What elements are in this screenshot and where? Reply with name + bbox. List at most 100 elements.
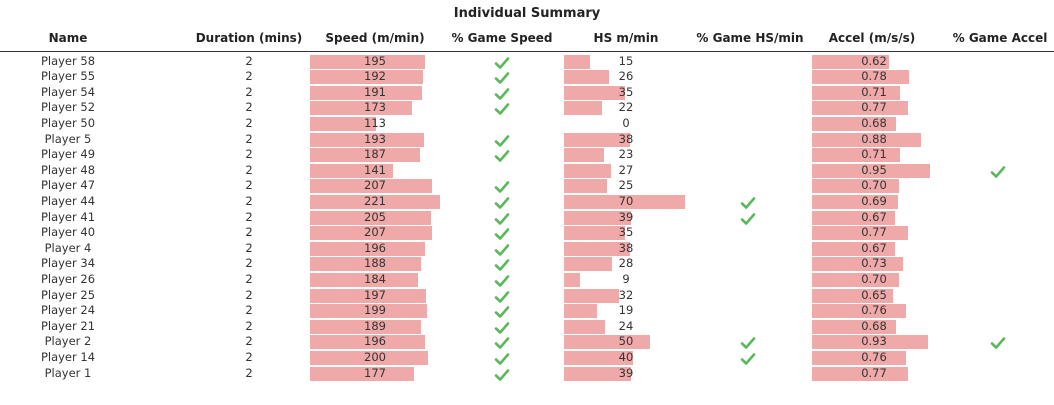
game-speed-check-icon <box>494 179 510 194</box>
player-name: Player 44 <box>40 193 96 208</box>
duration-value: 2 <box>245 69 253 84</box>
speed-bar <box>310 85 423 100</box>
accel-bar <box>812 366 908 381</box>
speed-value: 141 <box>364 162 386 177</box>
hs-bar <box>564 350 634 365</box>
hs-bar <box>564 319 606 334</box>
accel-value: 0.70 <box>861 271 887 286</box>
table-row: Player 55 2 192 26 0.78 <box>0 69 1054 85</box>
duration-value: 2 <box>245 349 253 364</box>
speed-value: 187 <box>364 147 386 162</box>
game-speed-check-icon <box>494 257 510 272</box>
game-hs-check-icon <box>740 335 756 350</box>
hs-value: 35 <box>618 225 634 240</box>
accel-bar <box>812 304 907 319</box>
table-row: Player 48 2 141 27 0.95 <box>0 163 1054 179</box>
accel-bar <box>812 194 898 209</box>
speed-bar <box>310 148 420 163</box>
speed-bar <box>310 116 377 131</box>
hs-bar <box>564 272 580 287</box>
speed-bar <box>310 54 425 69</box>
speed-bar <box>310 210 431 225</box>
hs-value: 70 <box>618 193 634 208</box>
speed-bar <box>310 335 426 350</box>
accel-bar <box>812 319 897 334</box>
speed-value: 191 <box>364 84 386 99</box>
duration-value: 2 <box>245 115 253 130</box>
player-name: Player 21 <box>40 318 96 333</box>
accel-value: 0.77 <box>861 225 887 240</box>
hs-bar <box>564 85 625 100</box>
game-speed-check-icon <box>494 211 510 225</box>
accel-bar <box>812 70 909 85</box>
table-row: Player 41 2 205 39 0.67 <box>0 210 1054 226</box>
accel-bar <box>812 85 901 100</box>
hs-value: 19 <box>618 303 634 318</box>
accel-bar <box>812 148 901 163</box>
duration-value: 2 <box>245 287 253 302</box>
player-name: Player 2 <box>44 334 92 349</box>
table-row: Player 2 2 196 50 0.93 <box>0 334 1054 350</box>
game-speed-check-icon <box>494 335 510 350</box>
hs-value: 40 <box>618 349 634 364</box>
speed-value: 177 <box>364 365 386 380</box>
accel-value: 0.68 <box>861 318 887 333</box>
game-speed-check-icon <box>494 101 510 116</box>
game-hs-check-icon <box>740 211 756 225</box>
table-row: Player 14 2 200 40 0.76 <box>0 350 1054 366</box>
accel-value: 0.67 <box>861 209 887 224</box>
table-row: Player 47 2 207 25 0.70 <box>0 178 1054 194</box>
game-speed-check-icon <box>494 242 510 256</box>
game-accel-check-icon <box>990 335 1006 350</box>
accel-bar <box>812 116 897 131</box>
speed-value: 200 <box>364 349 386 364</box>
speed-bar <box>310 132 424 147</box>
speed-value: 189 <box>364 318 386 333</box>
hs-bar <box>564 241 630 256</box>
header-speed: Speed (m/min) <box>325 31 425 45</box>
player-name: Player 5 <box>44 131 92 146</box>
hs-value: 38 <box>618 240 634 255</box>
table-row: Player 25 2 197 32 0.65 <box>0 288 1054 304</box>
duration-value: 2 <box>245 271 253 286</box>
speed-value: 199 <box>364 303 386 318</box>
speed-value: 196 <box>364 334 386 349</box>
accel-value: 0.95 <box>861 162 887 177</box>
player-name: Player 49 <box>40 147 96 162</box>
table-row: Player 40 2 207 35 0.77 <box>0 225 1054 241</box>
accel-value: 0.88 <box>861 131 887 146</box>
speed-value: 196 <box>364 240 386 255</box>
accel-value: 0.78 <box>861 69 887 84</box>
hs-bar <box>564 257 613 272</box>
duration-value: 2 <box>245 334 253 349</box>
player-name: Player 1 <box>44 365 92 380</box>
game-speed-check-icon <box>494 70 510 84</box>
accel-bar <box>812 179 899 194</box>
table-row: Player 58 2 195 15 0.62 <box>0 54 1054 70</box>
hs-value: 39 <box>618 365 634 380</box>
hs-value: 9 <box>622 271 630 286</box>
header-duration: Duration (mins) <box>195 31 303 45</box>
hs-value: 26 <box>618 69 634 84</box>
player-name: Player 50 <box>40 115 96 130</box>
speed-bar <box>310 226 432 241</box>
player-name: Player 47 <box>40 178 96 193</box>
table-row: Player 5 2 193 38 0.88 <box>0 132 1054 148</box>
speed-value: 193 <box>364 131 386 146</box>
table-row: Player 34 2 188 28 0.73 <box>0 256 1054 272</box>
speed-value: 197 <box>364 287 386 302</box>
table-row: Player 44 2 221 70 0.69 <box>0 194 1054 210</box>
table-row: Player 52 2 173 22 0.77 <box>0 100 1054 116</box>
player-name: Player 14 <box>40 349 96 364</box>
duration-value: 2 <box>245 131 253 146</box>
player-name: Player 4 <box>44 240 92 255</box>
speed-bar <box>310 163 393 178</box>
hs-bar <box>564 194 685 209</box>
game-accel-check-icon <box>990 164 1006 178</box>
speed-value: 188 <box>364 256 386 271</box>
hs-value: 25 <box>618 178 634 193</box>
accel-bar <box>812 210 896 225</box>
game-speed-check-icon <box>494 351 510 365</box>
hs-bar <box>564 148 604 163</box>
accel-value: 0.65 <box>861 287 887 302</box>
